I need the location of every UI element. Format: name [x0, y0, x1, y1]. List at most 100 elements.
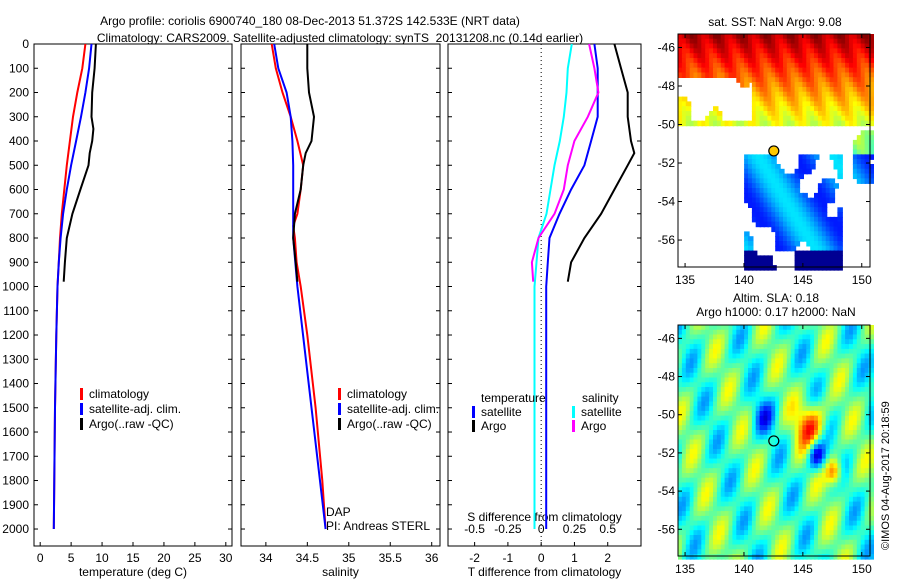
heatmap-cell — [716, 420, 723, 426]
heatmap-cell — [775, 520, 781, 527]
heatmap-cell — [740, 62, 746, 69]
heatmap-cell — [790, 344, 797, 350]
heatmap-cell — [705, 329, 711, 336]
legend-label: Argo — [481, 419, 507, 433]
heatmap-cell — [701, 425, 707, 431]
heatmap-cell — [837, 245, 843, 252]
heatmap-cell — [728, 430, 734, 436]
heatmap-cell — [829, 101, 836, 107]
heatmap-cell — [755, 77, 762, 83]
heatmap-cell — [748, 439, 754, 445]
heatmap-cell — [849, 539, 855, 546]
heatmap-cell — [771, 487, 777, 493]
heatmap-cell — [849, 53, 855, 59]
heatmap-cell — [689, 53, 696, 59]
heatmap-cell — [860, 515, 867, 522]
heatmap-cell — [767, 535, 773, 541]
heatmap-cell — [860, 358, 867, 364]
heatmap-cell — [732, 410, 738, 417]
heatmap-cell — [833, 544, 839, 550]
heatmap-cell — [678, 415, 684, 422]
heatmap-cell — [783, 549, 789, 555]
heatmap-cell — [763, 439, 769, 445]
heatmap-cell — [759, 496, 766, 503]
heatmap-cell — [775, 168, 781, 175]
y-tick-label: 1000 — [2, 280, 29, 294]
heatmap-cell — [783, 477, 789, 484]
heatmap-cell — [841, 58, 847, 64]
heatmap-cell — [716, 391, 723, 398]
heatmap-cell — [685, 525, 692, 531]
heatmap-cell — [810, 207, 816, 213]
heatmap-cell — [744, 372, 750, 379]
heatmap-cell — [748, 241, 754, 247]
heatmap-cell — [817, 231, 824, 237]
heatmap-cell — [693, 554, 699, 560]
heatmap-cell — [790, 363, 797, 369]
heatmap-cell — [720, 38, 727, 45]
heatmap-cell — [829, 425, 836, 431]
heatmap-cell — [806, 377, 812, 383]
heatmap-cell — [790, 231, 797, 237]
heatmap-cell — [837, 525, 843, 531]
heatmap-cell — [724, 339, 731, 345]
heatmap-cell — [697, 535, 703, 541]
heatmap-cell — [755, 260, 762, 266]
heatmap-cell — [681, 106, 688, 112]
heatmap-cell — [852, 539, 859, 546]
heatmap-cell — [751, 82, 758, 88]
heatmap-cell — [755, 473, 762, 479]
heatmap-cell — [728, 420, 734, 426]
heatmap-cell — [689, 515, 696, 522]
heatmap-cell — [716, 439, 723, 445]
heatmap-cell — [681, 48, 688, 54]
heatmap-cell — [697, 453, 703, 460]
heatmap-cell — [709, 391, 715, 398]
heatmap-cell — [740, 525, 746, 531]
heatmap-cell — [814, 453, 820, 460]
heatmap-cell — [833, 62, 839, 69]
heatmap-cell — [790, 188, 797, 194]
heatmap-cell — [713, 368, 719, 374]
heatmap-cell — [852, 549, 859, 555]
heatmap-cell — [759, 425, 766, 431]
heatmap-cell — [790, 372, 797, 379]
heatmap-cell — [794, 120, 801, 127]
heatmap-cells — [678, 325, 874, 560]
heatmap-cell — [814, 344, 820, 350]
heatmap-cell — [678, 53, 684, 59]
heatmap-cell — [817, 43, 824, 50]
heatmap-cell — [810, 372, 816, 379]
heatmap-cell — [705, 115, 711, 122]
heatmap-cell — [806, 415, 812, 422]
heatmap-cell — [790, 463, 797, 469]
heatmap-cell — [806, 434, 812, 441]
heatmap-cell — [790, 420, 797, 426]
heatmap-cell — [849, 72, 855, 78]
heatmap-cell — [767, 192, 773, 199]
heatmap-cell — [748, 492, 754, 498]
heatmap-cell — [810, 468, 816, 474]
heatmap-cell — [775, 420, 781, 426]
heatmap-cell — [852, 406, 859, 412]
heatmap-cell — [783, 173, 789, 180]
heatmap-cell — [794, 515, 801, 522]
heatmap-cell — [736, 406, 742, 412]
heatmap-cell — [786, 487, 793, 493]
heatmap-cell — [697, 515, 703, 522]
heatmap-cell — [763, 554, 769, 560]
heatmap-cell — [678, 43, 684, 50]
heatmap-cell — [806, 477, 812, 484]
heatmap-cell — [802, 111, 808, 117]
heatmap-cell — [705, 387, 711, 393]
heatmap-cell — [689, 511, 696, 517]
map-frame — [677, 33, 871, 268]
heatmap-cell — [849, 520, 855, 527]
heatmap-cell — [852, 410, 859, 417]
heatmap-cell — [724, 368, 731, 374]
heatmap-cell — [806, 212, 812, 218]
heatmap-cell — [783, 58, 789, 64]
heatmap-cell — [841, 87, 847, 93]
heatmap-cell — [685, 120, 692, 127]
heatmap-cell — [833, 325, 839, 331]
